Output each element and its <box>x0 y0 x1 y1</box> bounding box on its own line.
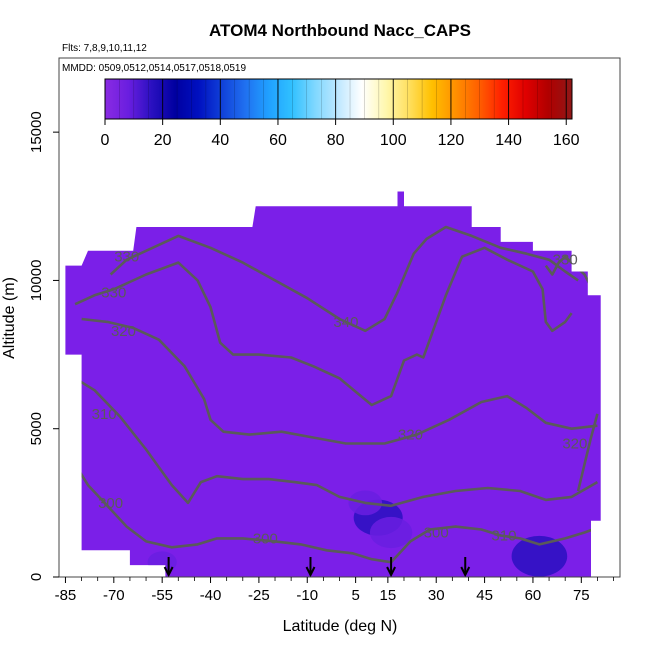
arrow-icon-2 <box>386 557 396 578</box>
colorbar-tick-label-8: 160 <box>553 132 580 149</box>
y-tick-label-2: 10000 <box>28 260 45 302</box>
contour-line-320-6 <box>576 413 599 492</box>
x-tick-label-4: -25 <box>248 587 270 604</box>
x-tick-label-3: -40 <box>200 587 222 604</box>
x-tick-label-9: 45 <box>476 587 493 604</box>
x-tick-label-0: -85 <box>55 587 77 604</box>
colorbar-tick-label-4: 80 <box>327 132 345 149</box>
contour-label-7: 320 <box>398 427 423 444</box>
contour-line-330-0 <box>109 225 579 333</box>
contour-label-2: 330 <box>101 284 126 301</box>
contour-line-330-2 <box>74 246 573 407</box>
x-axis: -85 -70 -55 -40 -25 -10 5 15 30 45 60 75 <box>55 577 614 604</box>
plot-area: 330 330 330 320 310 300 320 320 310 300 300 340 <box>58 57 621 578</box>
contour-label-1: 330 <box>553 252 578 269</box>
colorbar-tick-label-0: 0 <box>101 132 110 149</box>
x-tick-label-6: 5 <box>351 587 359 604</box>
arrow-head <box>460 566 471 578</box>
contour-label-0: 330 <box>114 249 139 266</box>
x-tick-label-8: 30 <box>428 587 445 604</box>
hotspot-4 <box>147 551 177 573</box>
y-tick-label-1: 5000 <box>28 412 45 445</box>
x-tick-label-11: 75 <box>573 587 590 604</box>
x-axis-label: Latitude (deg N) <box>283 618 398 635</box>
contour-label-10: 300 <box>424 525 449 542</box>
y-tick-label-0: 0 <box>28 573 45 581</box>
x-tick-label-10: 60 <box>525 587 542 604</box>
contour-group <box>73 225 601 564</box>
arrow-head <box>163 566 174 578</box>
contour-line-310-4 <box>74 377 599 508</box>
x-tick-label-5: -10 <box>296 587 318 604</box>
hotspot-3 <box>511 535 568 577</box>
colorbar-tick-label-1: 20 <box>154 132 172 149</box>
contour-label-11: 340 <box>333 314 358 331</box>
colorbar-tick-label-7: 140 <box>495 132 522 149</box>
colorbar-tick-label-6: 120 <box>438 132 465 149</box>
contour-label-8: 310 <box>491 527 516 544</box>
y-axis: 0 5000 10000 15000 <box>28 111 59 581</box>
arrow-icon-3 <box>460 557 471 578</box>
flight-arrows <box>163 557 471 578</box>
arrow-head <box>386 566 396 578</box>
dates-note: MMDD: 0509,0512,0514,0517,0518,0519 <box>62 63 246 74</box>
x-tick-label-2: -55 <box>151 587 173 604</box>
arrow-icon-0 <box>163 557 174 578</box>
arrow-icon-1 <box>305 557 316 578</box>
colorbar-tick-label-2: 40 <box>211 132 229 149</box>
x-tick-label-1: -70 <box>103 587 125 604</box>
hotspot-1 <box>369 516 413 549</box>
contour-line-330-1 <box>544 255 593 288</box>
colorbar-tick-label-3: 60 <box>269 132 287 149</box>
contour-label-4: 310 <box>92 406 117 423</box>
x-tick-label-7: 15 <box>380 587 397 604</box>
data-coverage-fill <box>65 191 601 577</box>
contour-label-9: 300 <box>253 530 278 547</box>
contour-label-3: 320 <box>111 323 136 340</box>
colorbar-rect <box>104 78 573 120</box>
y-axis-label: Altitude (m) <box>1 277 18 359</box>
contour-line-320-3 <box>81 317 598 445</box>
flights-note: Flts: 7,8,9,10,11,12 <box>62 43 147 54</box>
contour-label-5: 300 <box>98 495 123 512</box>
arrow-head <box>305 566 316 578</box>
contour-line-300-5 <box>73 463 601 564</box>
colorbar: 0 20 40 60 80 100 120 140 160 <box>101 78 580 149</box>
chart-title: ATOM4 Northbound Nacc_CAPS <box>209 21 471 40</box>
contour-label-6: 320 <box>562 436 587 453</box>
y-tick-label-3: 15000 <box>28 111 45 153</box>
colorbar-tick-label-5: 100 <box>380 132 407 149</box>
